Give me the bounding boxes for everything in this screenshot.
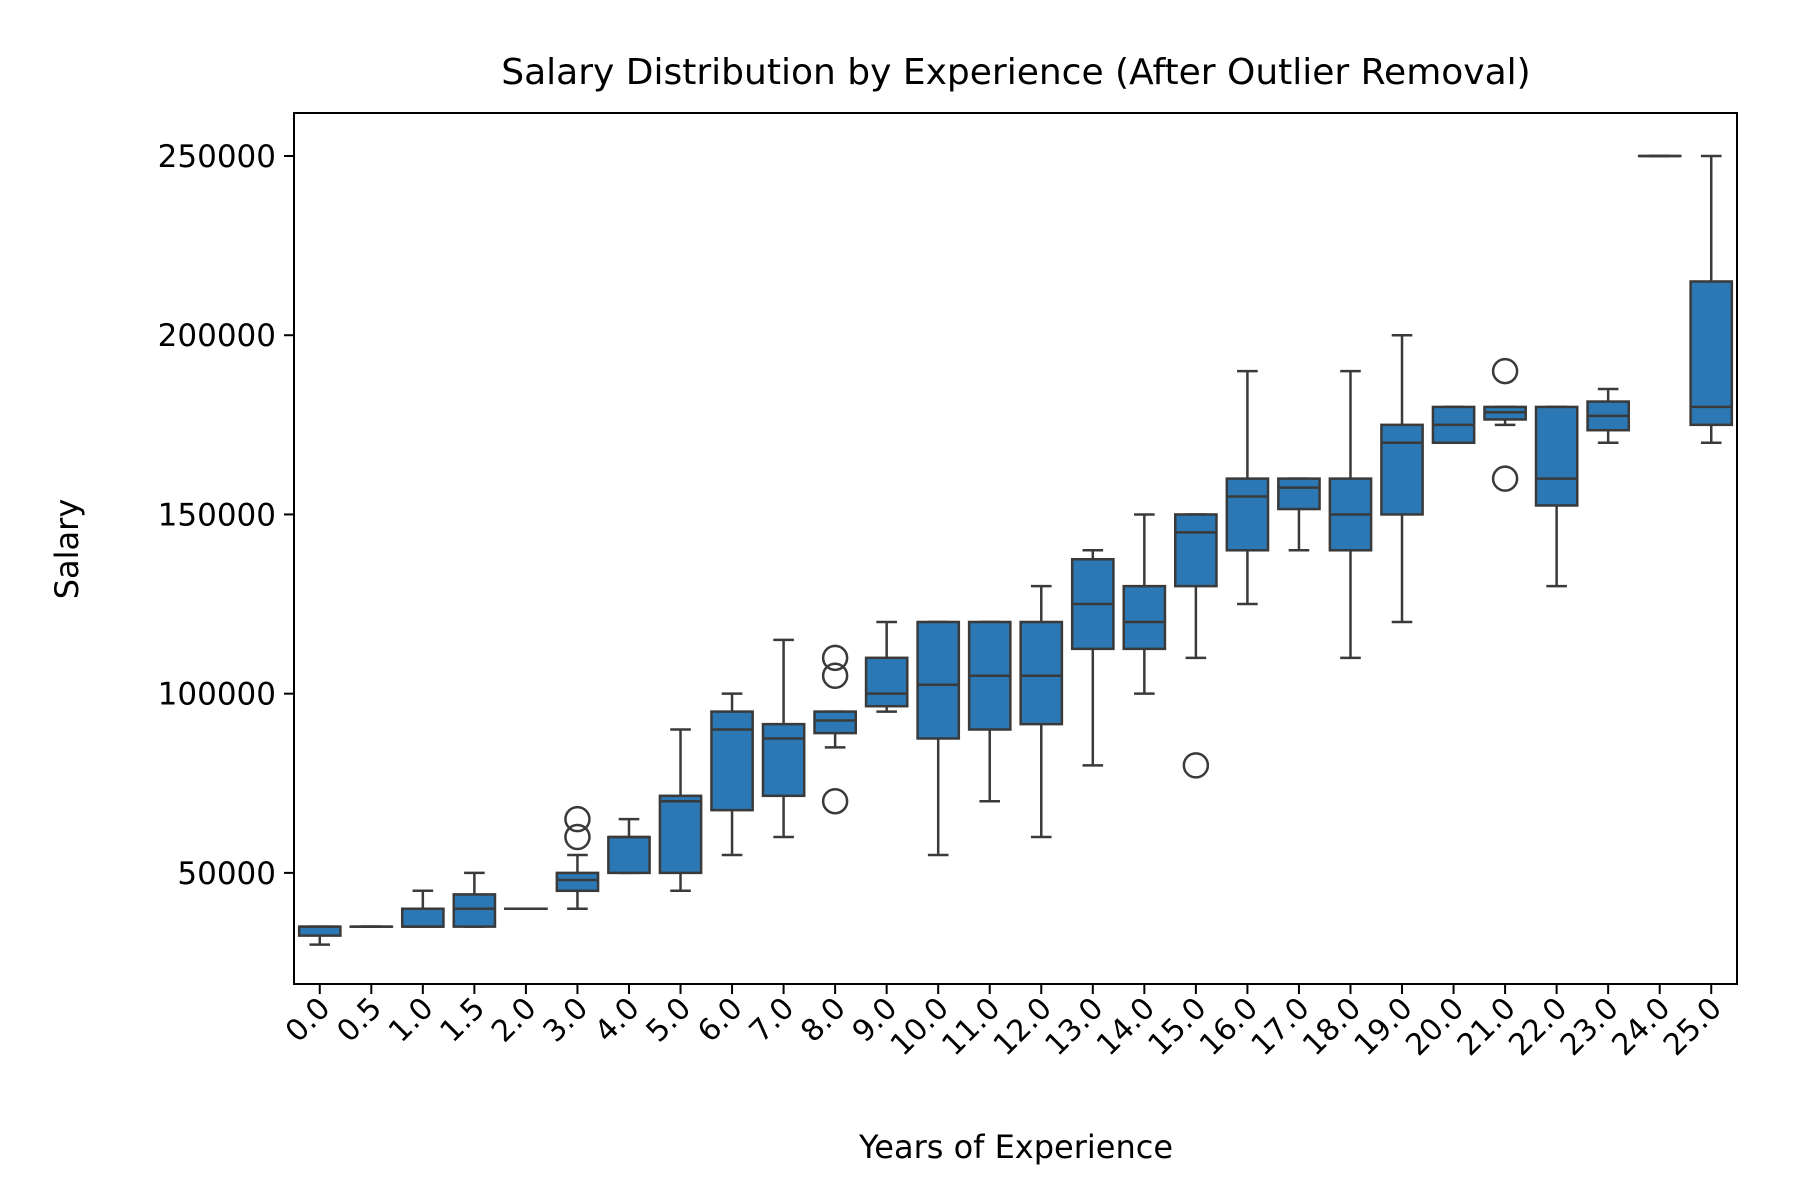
box-iqr [1277,477,1321,511]
box-group [1174,513,1218,779]
box-group [1483,357,1527,492]
y-tick-label: 200000 [158,318,276,354]
box-group [297,925,342,946]
box-iqr [1380,423,1424,516]
box-group [1277,477,1321,552]
box-group [967,620,1012,803]
box-iqr [452,893,497,928]
box-group [1019,584,1064,839]
outlier-point [821,644,849,672]
outlier-point [821,662,849,689]
box-group [1328,369,1373,660]
box-group [916,620,961,857]
outlier-point [1491,357,1519,385]
y-axis-label: Salary [48,499,86,600]
plot-layer [297,154,1734,946]
box-group [813,644,857,815]
box-iqr [1689,280,1734,427]
y-tick-label: 100000 [158,677,276,713]
box-group [1225,369,1270,606]
box-iqr [1174,513,1218,588]
box-group [400,889,445,928]
box-group [1534,405,1579,588]
outlier-point [821,787,849,815]
box-iqr [1019,620,1064,726]
y-tick-label: 150000 [158,497,276,533]
box-group [1586,387,1631,445]
plot-frame [293,112,1738,985]
outlier-point [564,823,591,851]
box-group [1380,333,1424,624]
chart-title: Salary Distribution by Experience (After… [501,52,1530,93]
box-group [710,692,754,857]
outlier-point [1182,752,1210,779]
box-group [607,817,651,875]
box-group [452,871,497,928]
box-iqr [813,710,857,735]
y-tick-label: 50000 [177,856,276,892]
box-group [1122,513,1167,695]
outlier-point [1491,465,1519,492]
box-group [1431,405,1476,445]
box-iqr [864,656,909,708]
box-group [658,728,703,893]
box-iqr [658,794,703,875]
outlier-point [564,805,591,833]
box-group [761,638,806,839]
box-iqr [400,907,445,928]
y-axis: 50000 100000 150000 200000 250000 [158,139,294,892]
box-group [555,805,600,910]
box-iqr [710,710,754,812]
box-iqr [297,925,342,937]
box-iqr [916,620,961,740]
box-iqr [1122,584,1167,651]
x-axis-label: Years of Experience [858,1128,1173,1166]
box-iqr [607,835,651,875]
box-iqr [555,871,600,893]
box-iqr [1534,405,1579,507]
box-group [864,620,909,713]
box-group [1070,549,1115,767]
box-iqr [1225,477,1270,552]
y-tick-label: 250000 [158,139,276,175]
box-iqr [761,722,806,798]
box-group [1689,154,1734,445]
